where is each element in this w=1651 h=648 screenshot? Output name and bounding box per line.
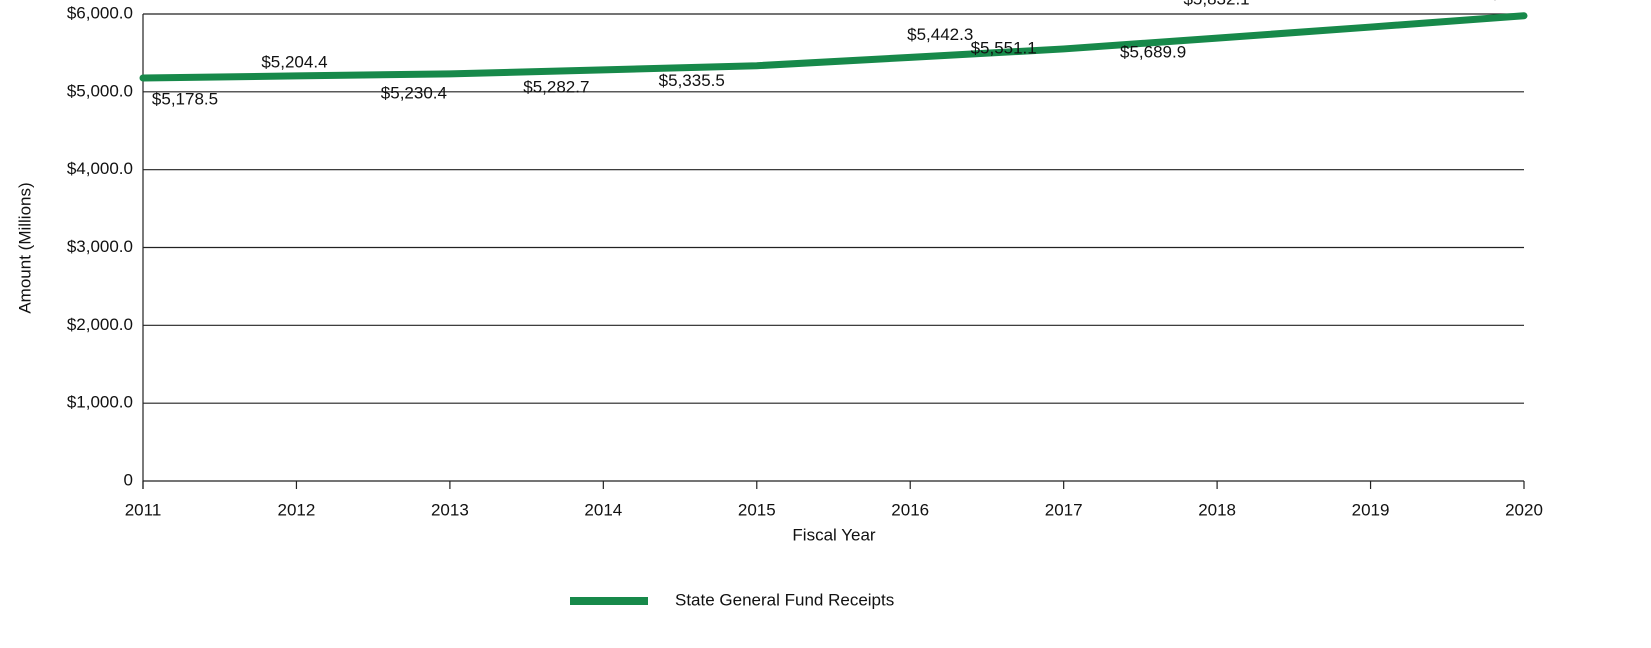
data-label: $5,551.1	[971, 38, 1037, 57]
data-label: $5,832.1	[1183, 0, 1249, 9]
data-label: $5,282.7	[523, 77, 589, 96]
x-tick-label: 2019	[1352, 500, 1390, 519]
y-tick-label: $3,000.0	[67, 237, 133, 256]
x-tick-label: 2012	[278, 500, 316, 519]
y-tick-label: $5,000.0	[67, 81, 133, 100]
y-tick-label: 0	[124, 470, 133, 489]
y-tick-label: $4,000.0	[67, 159, 133, 178]
x-tick-label: 2011	[125, 500, 162, 519]
y-tick-label: $1,000.0	[67, 393, 133, 412]
y-tick-label: $6,000.0	[67, 3, 133, 22]
x-tick-label: 2014	[584, 500, 622, 519]
x-axis-title: Fiscal Year	[792, 525, 875, 544]
x-tick-label: 2018	[1198, 500, 1236, 519]
x-tick-label: 2013	[431, 500, 469, 519]
line	[139, 12, 1528, 82]
data-label: $5,689.9	[1120, 43, 1186, 62]
x-tick-label: 2015	[738, 500, 776, 519]
data-label: $5,204.4	[261, 52, 327, 71]
data-label: $5,977.9	[1474, 0, 1540, 2]
data-label: $5,178.5	[152, 89, 218, 108]
y-axis-title: Amount (Millions)	[15, 182, 34, 313]
x-tick-label: 2020	[1505, 500, 1543, 519]
legend-label: State General Fund Receipts	[675, 590, 894, 609]
x-tick-label: 2017	[1045, 500, 1083, 519]
data-label: $5,230.4	[381, 83, 447, 102]
y-tick-label: $2,000.0	[67, 315, 133, 334]
data-label: $5,442.3	[907, 25, 973, 44]
x-tick-label: 2016	[891, 500, 929, 519]
data-label: $5,335.5	[659, 71, 725, 90]
